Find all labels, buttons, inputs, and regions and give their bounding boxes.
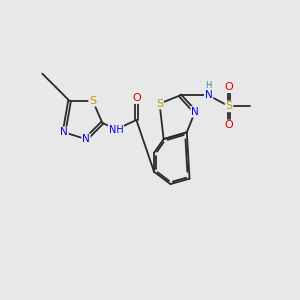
Text: S: S — [156, 99, 163, 109]
Text: O: O — [132, 93, 141, 103]
Text: H: H — [206, 81, 212, 90]
Text: O: O — [225, 82, 233, 92]
Text: N: N — [191, 107, 199, 117]
Text: NH: NH — [109, 124, 123, 134]
Text: N: N — [60, 127, 68, 137]
Text: S: S — [226, 101, 233, 111]
Text: S: S — [89, 96, 96, 106]
Text: O: O — [225, 121, 233, 130]
Text: N: N — [205, 91, 212, 100]
Text: N: N — [82, 134, 90, 144]
